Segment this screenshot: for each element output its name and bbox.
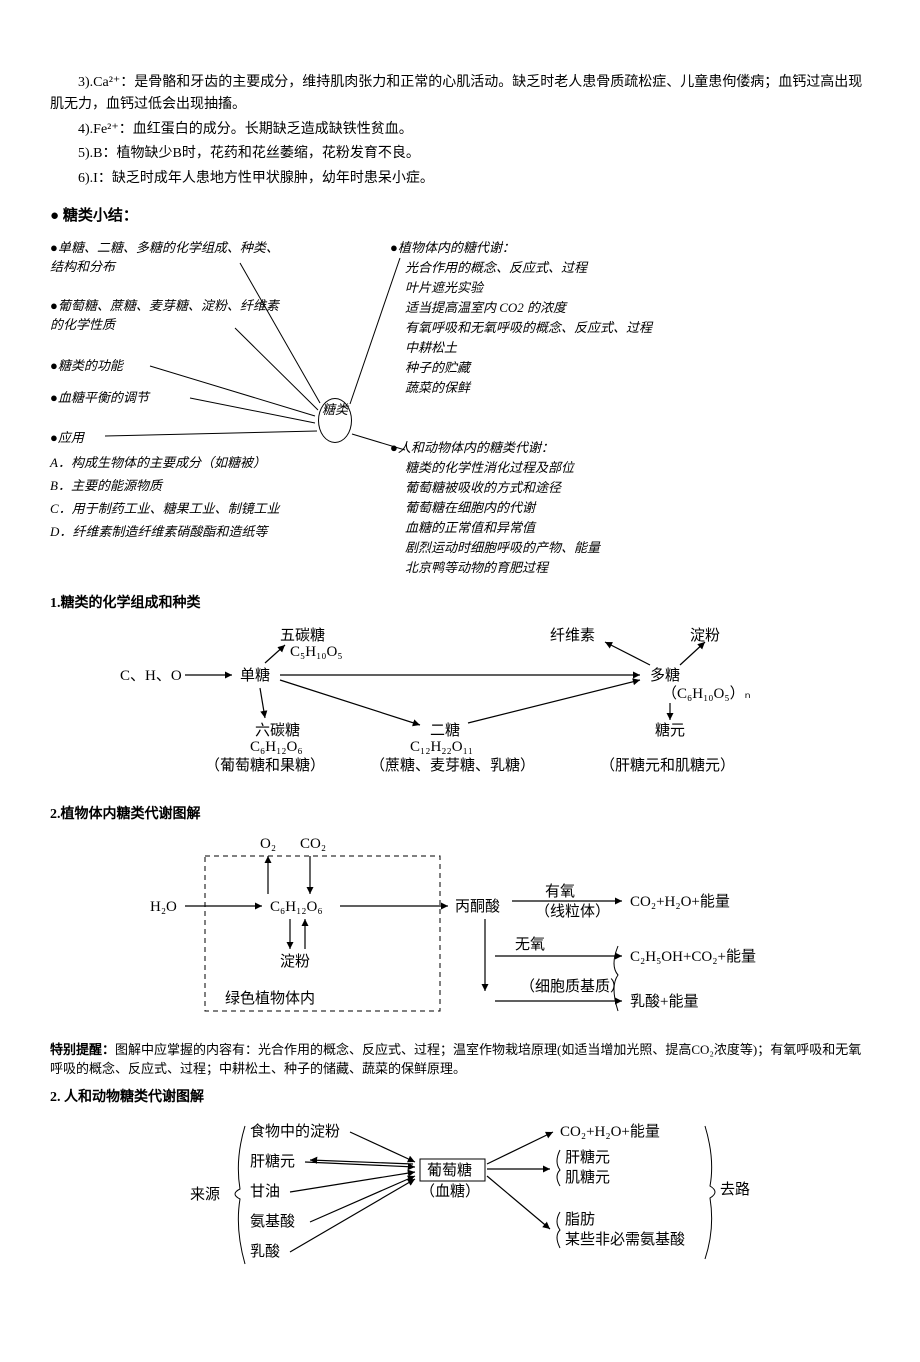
- svg-text:六碳糖: 六碳糖: [255, 722, 300, 739]
- mindmap-rb-3: 葡萄糖在细胞内的代谢: [405, 498, 535, 518]
- mindmap-rb-0: ●人和动物体内的糖类代谢：: [390, 438, 554, 458]
- svg-text:某些非必需氨基酸: 某些非必需氨基酸: [565, 1231, 685, 1248]
- svg-text:淀粉: 淀粉: [280, 953, 310, 970]
- mindmap-rt-7: 蔬菜的保鲜: [405, 378, 470, 398]
- reminder-title: 特别提醒：: [50, 1042, 115, 1057]
- svg-text:（血糖）: （血糖）: [420, 1183, 480, 1200]
- diagram-composition: C、H、O 单糖 五碳糖 C₅H₁₀O₅ 六碳糖 C₆H₁₂O₆ （葡萄糖和果糖…: [50, 620, 870, 793]
- svg-text:纤维素: 纤维素: [550, 627, 595, 644]
- paragraph-ca: 3).Ca²⁺：是骨骼和牙齿的主要成分，维持肌肉张力和正常的心肌活动。缺乏时老人…: [50, 72, 870, 117]
- paragraph-fe: 4).Fe²⁺：血红蛋白的成分。长期缺乏造成缺铁性贫血。: [50, 119, 870, 141]
- svg-text:O₂: O₂: [260, 836, 276, 852]
- mindmap-left-8: D．纤维素制造纤维素硝酸酯和造纸等: [50, 522, 267, 542]
- sugar-section-title: 糖类小结：: [50, 204, 870, 228]
- svg-text:C₂H₅OH+CO₂+能量: C₂H₅OH+CO₂+能量: [630, 948, 756, 965]
- svg-text:糖元: 糖元: [655, 722, 685, 739]
- svg-text:多糖: 多糖: [650, 667, 680, 684]
- sugar-mindmap: 糖类 ●单糖、二糖、多糖的化学组成、种类、结构和分布 ●葡萄糖、蔗糖、麦芽糖、淀…: [50, 238, 830, 583]
- svg-text:（蔗糖、麦芽糖、乳糖）: （蔗糖、麦芽糖、乳糖）: [370, 757, 535, 774]
- mindmap-rt-0: ●植物体内的糖代谢：: [390, 238, 515, 258]
- mindmap-left-0: ●单糖、二糖、多糖的化学组成、种类、结构和分布: [50, 238, 280, 277]
- mindmap-rb-2: 葡萄糖被吸收的方式和途径: [405, 478, 561, 498]
- svg-text:乳酸: 乳酸: [250, 1243, 280, 1260]
- svg-text:甘油: 甘油: [250, 1183, 280, 1200]
- svg-text:肝糖元: 肝糖元: [565, 1149, 610, 1166]
- svg-text:去路: 去路: [720, 1181, 750, 1198]
- svg-text:C₆H₁₂O₆: C₆H₁₂O₆: [270, 899, 323, 915]
- svg-text:CO₂+H₂O+能量: CO₂+H₂O+能量: [560, 1123, 660, 1140]
- mindmap-rb-6: 北京鸭等动物的育肥过程: [405, 558, 548, 578]
- svg-text:单糖: 单糖: [240, 667, 270, 684]
- svg-text:氨基酸: 氨基酸: [250, 1213, 295, 1230]
- paragraph-b: 5).B：植物缺少B时，花药和花丝萎缩，花粉发育不良。: [50, 143, 870, 165]
- svg-text:脂肪: 脂肪: [565, 1211, 595, 1228]
- svg-text:H₂O: H₂O: [150, 899, 177, 915]
- svg-text:C₆H₁₂O₆: C₆H₁₂O₆: [250, 739, 303, 755]
- svg-text:C₅H₁₀O₅: C₅H₁₀O₅: [290, 644, 343, 660]
- heading-animal-metabolism: 2. 人和动物糖类代谢图解: [50, 1087, 870, 1109]
- mindmap-rt-3: 适当提高温室内 CO2 的浓度: [405, 298, 566, 318]
- mindmap-center: 糖类: [318, 398, 352, 443]
- svg-text:（葡萄糖和果糖）: （葡萄糖和果糖）: [205, 757, 325, 774]
- mindmap-rb-1: 糖类的化学性消化过程及部位: [405, 458, 574, 478]
- svg-text:CO₂: CO₂: [300, 836, 326, 852]
- svg-text:有氧: 有氧: [545, 883, 575, 900]
- svg-text:（细胞质基质）: （细胞质基质）: [520, 978, 625, 995]
- mindmap-rt-5: 中耕松土: [405, 338, 457, 358]
- mindmap-left-2: ●糖类的功能: [50, 356, 123, 376]
- mindmap-left-7: C．用于制药工业、糖果工业、制镜工业: [50, 499, 280, 519]
- mindmap-left-4: ●应用: [50, 428, 84, 448]
- paragraph-i: 6).I：缺乏时成年人患地方性甲状腺肿，幼年时患呆小症。: [50, 168, 870, 190]
- mindmap-rt-4: 有氧呼吸和无氧呼吸的概念、反应式、过程: [405, 318, 652, 338]
- svg-text:葡萄糖: 葡萄糖: [427, 1162, 472, 1179]
- mindmap-left-6: B．主要的能源物质: [50, 476, 162, 496]
- svg-text:来源: 来源: [190, 1186, 220, 1203]
- svg-text:肝糖元: 肝糖元: [250, 1153, 295, 1170]
- svg-text:淀粉: 淀粉: [690, 627, 720, 644]
- svg-text:C、H、O: C、H、O: [120, 668, 182, 684]
- heading-composition: 1.糖类的化学组成和种类: [50, 593, 870, 615]
- mindmap-rb-5: 剧烈运动时细胞呼吸的产物、能量: [405, 538, 600, 558]
- diagram-animal-metabolism: 来源 食物中的淀粉 肝糖元 甘油 氨基酸 乳酸 葡萄糖 （血糖） CO₂+H₂O…: [50, 1114, 870, 1282]
- mindmap-rb-4: 血糖的正常值和异常值: [405, 518, 535, 538]
- svg-text:二糖: 二糖: [430, 722, 460, 739]
- svg-text:绿色植物体内: 绿色植物体内: [225, 990, 315, 1007]
- svg-text:（肝糖元和肌糖元）: （肝糖元和肌糖元）: [600, 757, 735, 774]
- reminder-text: 图解中应掌握的内容有：光合作用的概念、反应式、过程；温室作物栽培原理(如适当增加…: [50, 1042, 861, 1077]
- svg-text:CO₂+H₂O+能量: CO₂+H₂O+能量: [630, 893, 730, 910]
- svg-text:C₁₂H₂₂O₁₁: C₁₂H₂₂O₁₁: [410, 739, 473, 755]
- mindmap-rt-2: 叶片遮光实验: [405, 278, 483, 298]
- svg-text:肌糖元: 肌糖元: [565, 1169, 610, 1186]
- svg-text:（C₆H₁₀O₅）ₙ: （C₆H₁₀O₅）ₙ: [662, 685, 751, 702]
- mindmap-rt-1: 光合作用的概念、反应式、过程: [405, 258, 587, 278]
- mindmap-rt-6: 种子的贮藏: [405, 358, 470, 378]
- heading-plant-metabolism: 2.植物体内糖类代谢图解: [50, 804, 870, 826]
- mindmap-left-5: A．构成生物体的主要成分（如糖被）: [50, 453, 266, 473]
- svg-text:（线粒体）: （线粒体）: [535, 903, 610, 920]
- mindmap-left-1: ●葡萄糖、蔗糖、麦芽糖、淀粉、纤维素的化学性质: [50, 296, 280, 335]
- svg-text:食物中的淀粉: 食物中的淀粉: [250, 1123, 340, 1140]
- svg-text:五碳糖: 五碳糖: [280, 627, 325, 644]
- reminder-paragraph: 特别提醒：图解中应掌握的内容有：光合作用的概念、反应式、过程；温室作物栽培原理(…: [50, 1040, 870, 1079]
- svg-text:无氧: 无氧: [515, 936, 545, 953]
- svg-text:丙酮酸: 丙酮酸: [455, 898, 500, 915]
- mindmap-left-3: ●血糖平衡的调节: [50, 388, 149, 408]
- diagram-plant-metabolism: O₂ CO₂ H₂O C₆H₁₂O₆ 淀粉 绿色植物体内 丙酮酸 有氧 （线粒体…: [50, 831, 870, 1029]
- svg-text:乳酸+能量: 乳酸+能量: [630, 993, 698, 1010]
